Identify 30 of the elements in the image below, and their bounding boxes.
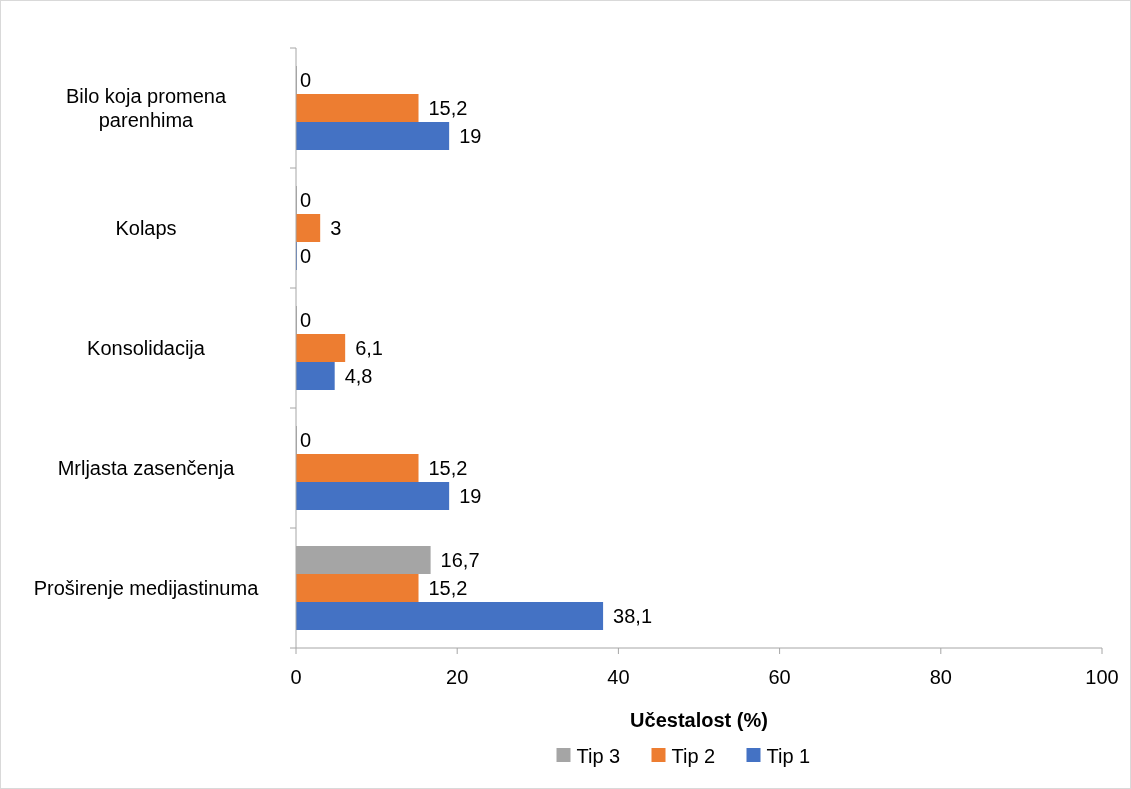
data-label: 19 [459,485,482,507]
legend-label: Tip 3 [576,745,621,767]
data-label: 38,1 [613,605,653,627]
x-tick-label: 80 [929,666,952,688]
data-label: 15,2 [428,577,468,599]
data-label: 15,2 [428,457,468,479]
y-tick-label: Konsolidacija [87,337,206,359]
data-label: 15,2 [428,97,468,119]
y-tick-label: Bilo koja promena parenhima [65,85,227,131]
y-tick-label: Kolaps [115,217,177,239]
x-tick-label: 40 [607,666,630,688]
legend-label: Tip 2 [671,745,716,767]
data-label: 4,8 [344,365,373,387]
y-tick-label: Proširenje medijastinuma [33,577,260,599]
data-label: 0 [300,429,312,451]
x-tick-label: 60 [768,666,791,688]
legend-label: Tip 1 [766,745,811,767]
data-label: 16,7 [440,549,480,571]
data-label: 0 [300,189,312,211]
x-axis-title: Učestalost (%) [630,709,768,731]
x-tick-label: 100 [1085,666,1119,688]
data-label: 0 [300,69,312,91]
data-label: 0 [300,245,312,267]
data-label: 3 [330,217,342,239]
data-label: 19 [459,125,482,147]
data-label: 6,1 [355,337,383,359]
data-label: 0 [300,309,312,331]
y-tick-label: Mrljasta zasenčenja [57,457,236,479]
x-tick-label: 0 [290,666,302,688]
x-tick-label: 20 [446,666,469,688]
